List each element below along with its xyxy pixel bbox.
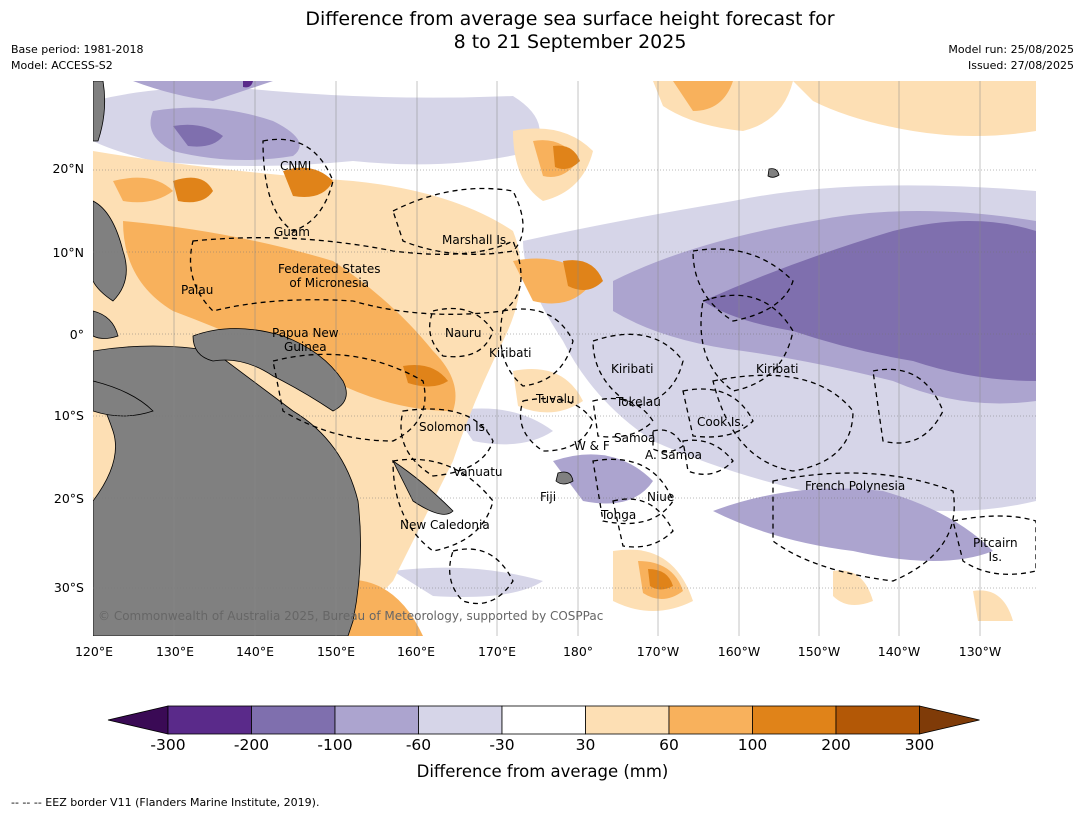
x-tick-label: 160°W: [717, 644, 761, 659]
colorbar-swatch: [668, 705, 753, 735]
x-tick-label: 140°E: [235, 644, 274, 659]
fiji-island: [555, 471, 574, 485]
asia-coast: [93, 81, 106, 142]
colorbar-swatch: [752, 705, 837, 735]
region-label-american-samoa: A. Samoa: [645, 448, 702, 462]
region-label-solomon: Solomon Is.: [419, 420, 489, 434]
region-label-vanuatu: Vanuatu: [453, 465, 503, 479]
eez-borders: [189, 138, 1036, 605]
graticule: [93, 169, 1036, 589]
colorbar-tick-label: -200: [233, 736, 270, 754]
region-label-niue: Niue: [647, 490, 675, 504]
eez-legend-note: -- -- -- EEZ border V11 (Flanders Marine…: [11, 796, 320, 809]
model-name: Model: ACCESS-S2: [11, 59, 113, 72]
x-tick-label: 130°E: [155, 644, 194, 659]
colorbar-title: Difference from average (mm): [416, 762, 669, 781]
colorbar-swatch: [251, 705, 336, 735]
region-label-marshall: Marshall Is.: [442, 233, 510, 247]
y-tick-label: 20°N: [52, 161, 84, 176]
title-line-1: Difference from average sea surface heig…: [305, 8, 835, 30]
y-tick-label: 0°: [69, 327, 84, 342]
y-tick-label: 20°S: [53, 491, 84, 506]
colorbar-tick-label: 30: [575, 736, 596, 754]
colorbar-tick-label: -100: [317, 736, 353, 754]
region-label-wf: W & F: [574, 439, 610, 453]
colorbar-swatch: [167, 705, 252, 735]
colorbar-tick-label: -30: [489, 736, 515, 754]
colorbar-tick-label: 60: [659, 736, 679, 754]
x-tick-label: 140°W: [877, 644, 921, 659]
colorbar-tick-label: 100: [737, 736, 768, 754]
region-label-fsm: Federated States of Micronesia: [278, 262, 380, 290]
png-line-2: Guinea: [284, 340, 327, 354]
title-line-2: 8 to 21 September 2025: [453, 31, 687, 53]
hawaii-island: [767, 168, 780, 178]
model-run: Model run: 25/08/2025: [948, 43, 1074, 56]
new-guinea: [192, 328, 347, 412]
png-line-1: Papua New: [272, 326, 339, 340]
region-label-kiribati-east: Kiribati: [756, 362, 799, 376]
region-label-guam: Guam: [274, 225, 310, 239]
region-label-png: Papua New Guinea: [272, 326, 339, 354]
x-tick-label: 120°E: [74, 644, 113, 659]
fsm-line-1: Federated States: [278, 262, 381, 276]
new-caledonia-island: [391, 459, 454, 515]
pitcairn-line-1: Pitcairn: [973, 536, 1018, 550]
colorbar-extend-high: [919, 705, 980, 735]
x-tick-label: 180°: [562, 644, 594, 659]
x-tick-label: 160°E: [396, 644, 435, 659]
negative-anomaly-fields: [93, 81, 1036, 597]
region-label-cnmi: CNMI: [280, 159, 312, 173]
meta-right: Model run: 25/08/2025 Issued: 27/08/2025: [948, 42, 1074, 74]
issued-date: Issued: 27/08/2025: [967, 59, 1074, 72]
colorbar-extend-low: [107, 705, 169, 735]
y-tick-label: 30°S: [53, 580, 84, 595]
region-label-kiribati-central: Kiribati: [611, 362, 654, 376]
colorbar-swatch: [418, 705, 503, 735]
y-tick-label: 10°S: [53, 408, 84, 423]
x-tick-label: 170°E: [477, 644, 516, 659]
pitcairn-line-2: Is.: [988, 550, 1003, 564]
region-label-pitcairn: Pitcairn Is.: [973, 536, 1018, 564]
region-label-french-polynesia: French Polynesia: [805, 479, 906, 493]
fsm-line-2: of Micronesia: [289, 276, 370, 290]
y-tick-label: 10°N: [52, 245, 84, 260]
colorbar: [107, 705, 980, 735]
region-label-new-caledonia: New Caledonia: [400, 518, 490, 532]
region-label-tokelau: Tokelau: [616, 395, 661, 409]
colorbar-tick-label: -300: [150, 736, 186, 754]
colorbar-tick-label: 300: [904, 736, 935, 754]
colorbar-tick-label: -60: [405, 736, 432, 754]
chart-title: Difference from average sea surface heig…: [0, 8, 1085, 54]
colorbar-swatch: [501, 705, 586, 735]
philippines: [93, 200, 127, 302]
region-label-fiji: Fiji: [540, 490, 557, 504]
x-tick-label: 150°E: [316, 644, 355, 659]
colorbar-swatch: [585, 705, 670, 735]
region-label-tonga: Tonga: [601, 508, 637, 522]
base-period: Base period: 1981-2018: [11, 43, 144, 56]
region-label-tuvalu: Tuvalu: [536, 392, 575, 406]
x-tick-label: 170°W: [636, 644, 680, 659]
indonesia: [93, 380, 154, 417]
borneo-edge: [93, 310, 119, 339]
region-label-samoa: Samoa: [614, 431, 656, 445]
meridians: [173, 81, 981, 636]
colorbar-swatch: [334, 705, 419, 735]
x-tick-label: 150°W: [797, 644, 841, 659]
region-label-palau: Palau: [181, 283, 214, 297]
land-masses: [93, 81, 780, 636]
colorbar-swatch: [835, 705, 920, 735]
colorbar-tick-label: 200: [821, 736, 851, 754]
sea-level-map: [93, 81, 1036, 636]
x-tick-label: 130°W: [958, 644, 1002, 659]
region-label-cook: Cook Is.: [697, 415, 745, 429]
region-label-nauru: Nauru: [445, 326, 482, 340]
meta-left: Base period: 1981-2018 Model: ACCESS-S2: [11, 42, 143, 74]
region-label-kiribati-west: Kiribati: [489, 346, 532, 360]
copyright-notice: © Commonwealth of Australia 2025, Bureau…: [98, 609, 604, 623]
